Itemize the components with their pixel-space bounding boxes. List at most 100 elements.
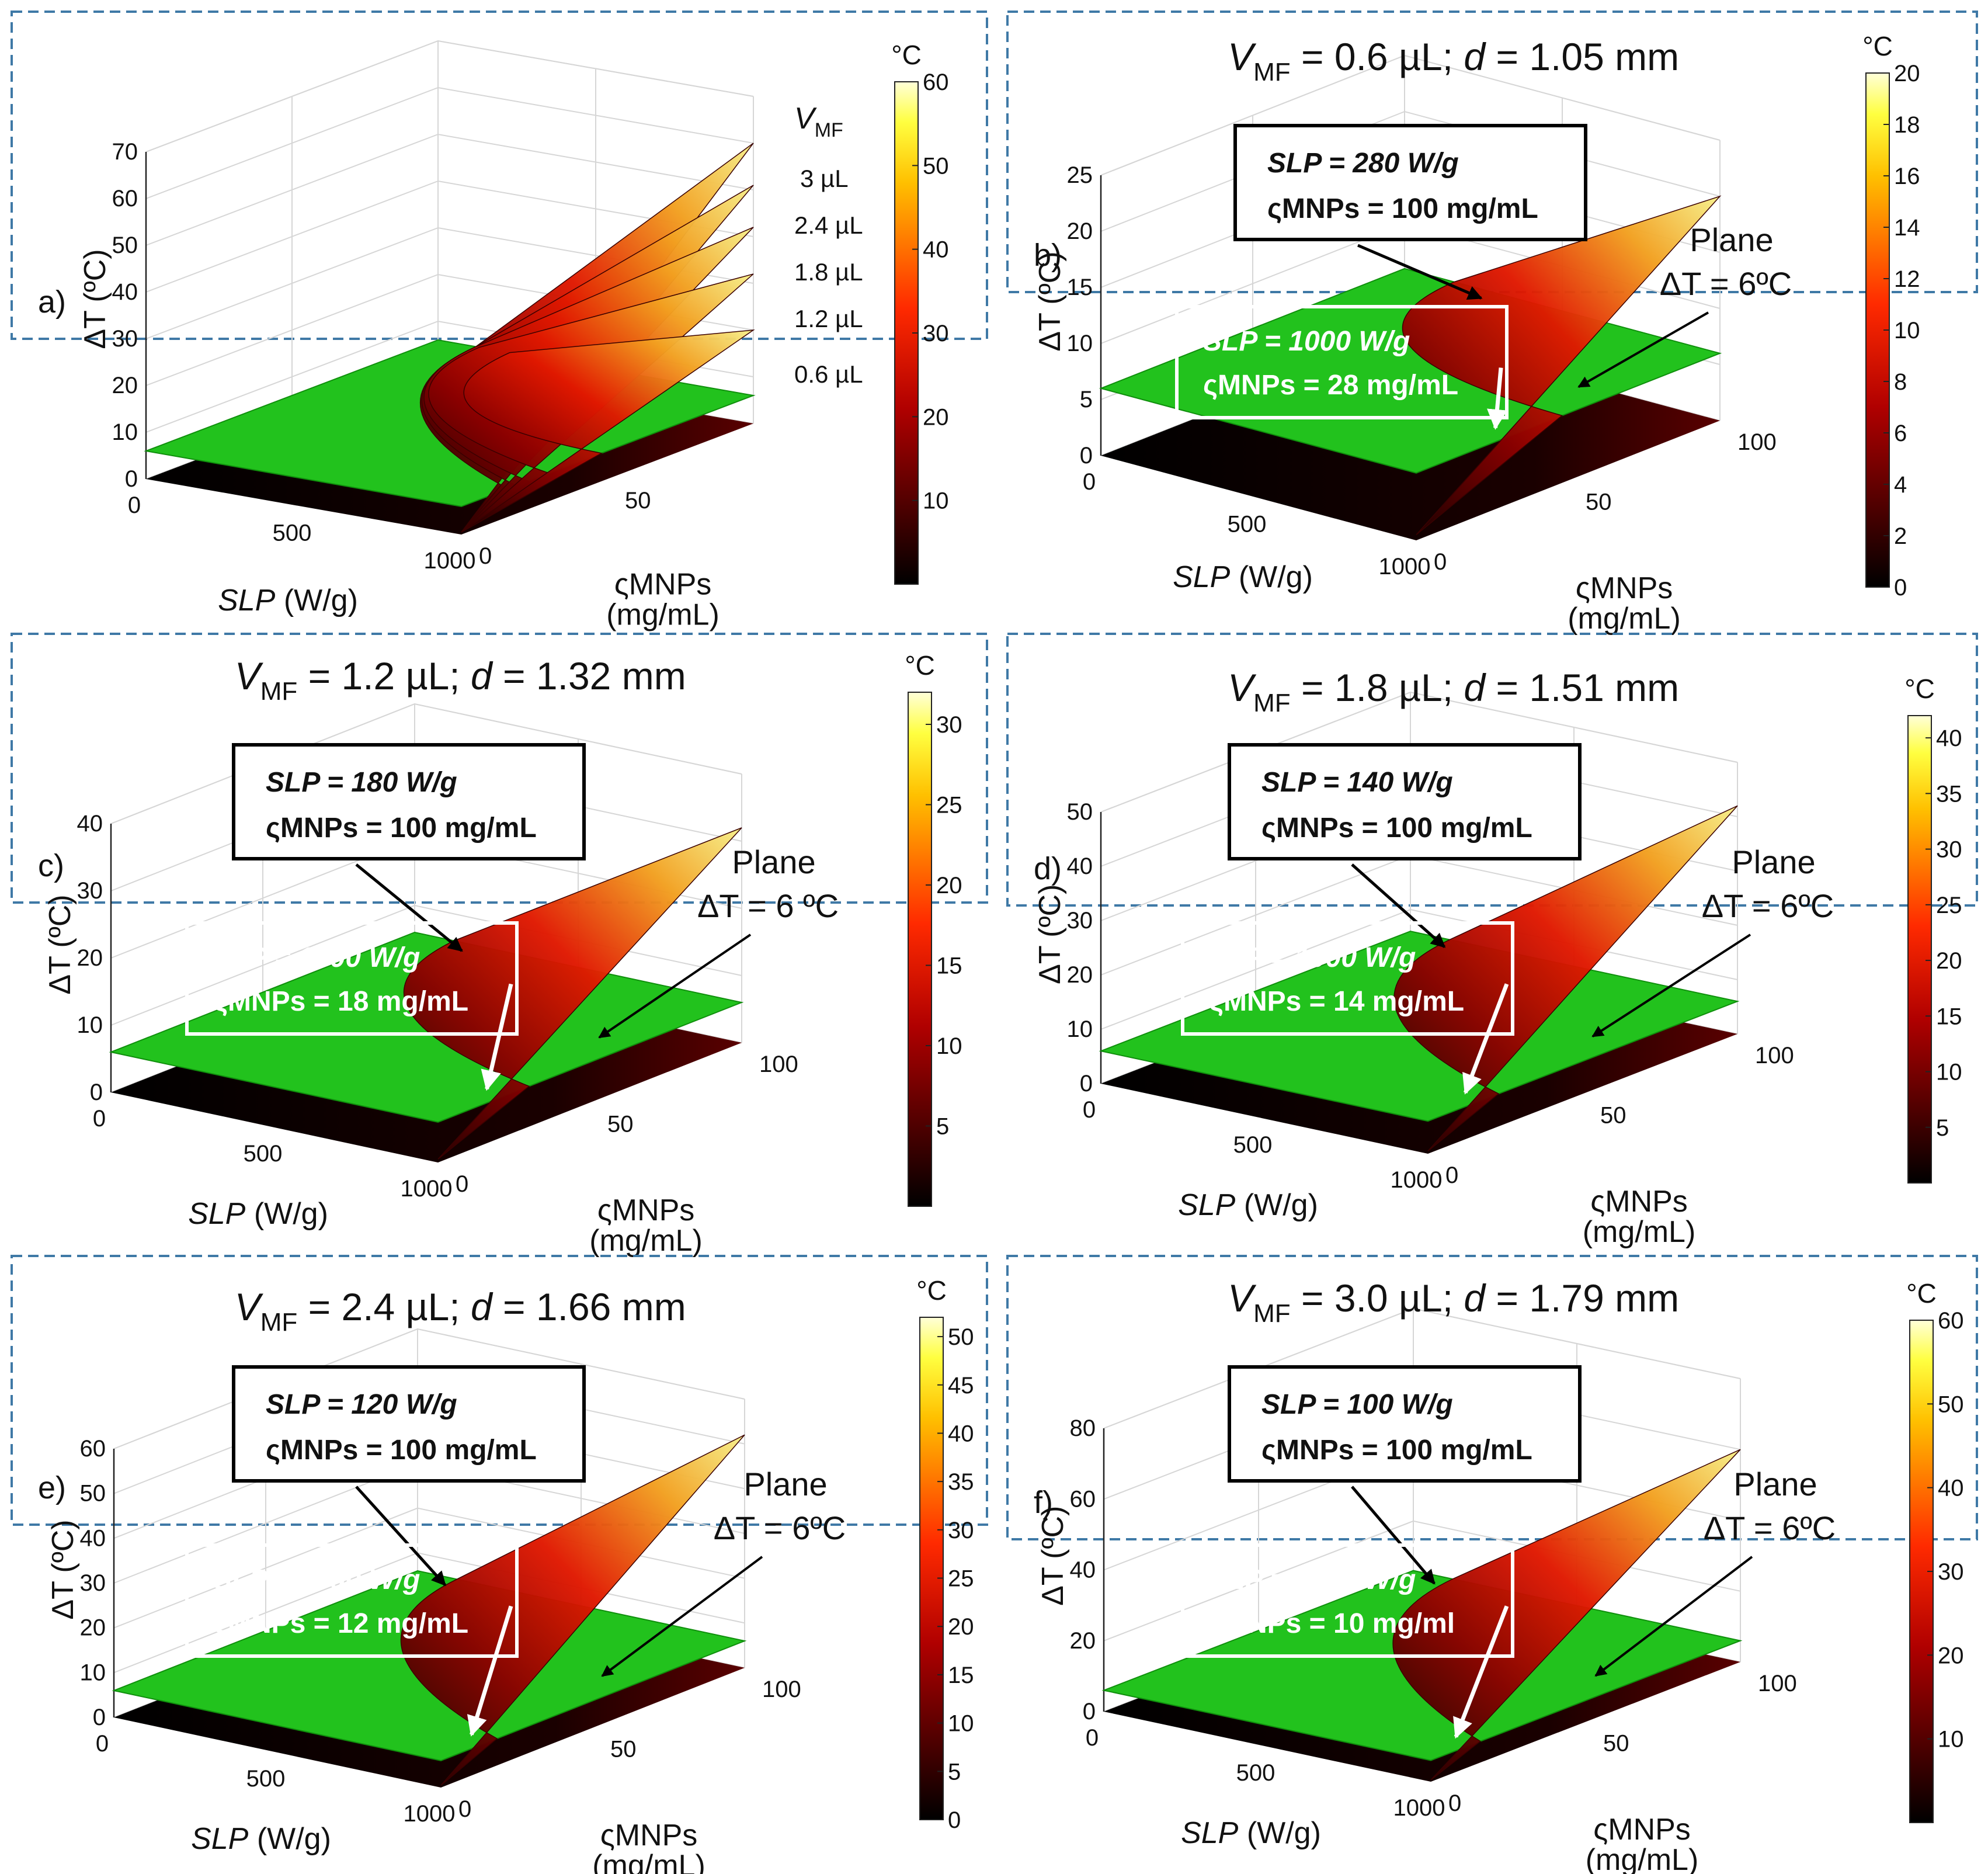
plane-label-value: ΔT = 6ºC xyxy=(1702,887,1834,924)
annotation-threshold-min-conc: SLP = 1000 W/g ςMNPs = 12 mg/mL xyxy=(185,1543,519,1737)
z-gridline xyxy=(1100,908,1738,1030)
panel-title: VMF = 0.6 µL; d = 1.05 mm xyxy=(1228,35,1679,86)
colorbar-gradient xyxy=(908,692,932,1207)
annotation-black-arrow xyxy=(355,863,463,952)
z-tick-label: 20 xyxy=(80,1615,106,1641)
colorbar-tick-label: 10 xyxy=(936,1033,962,1059)
annotation-white-arrow xyxy=(1487,367,1507,430)
colorbar-tick-label: 25 xyxy=(936,793,962,818)
annotation-box-white xyxy=(185,921,519,1036)
y-tick-label: 100 xyxy=(1758,1671,1797,1696)
z-tick-label: 40 xyxy=(80,1525,106,1551)
annotation-box-black xyxy=(1233,124,1587,241)
x-tick-label: 1000 xyxy=(401,1176,453,1202)
colorbar-tick-label: 20 xyxy=(923,404,949,430)
colorbar-tick-label: 40 xyxy=(923,237,949,263)
title-rest: = 1.8 µL; xyxy=(1291,666,1464,709)
colorbar-unit: °C xyxy=(1862,31,1893,61)
colorbar-unit: °C xyxy=(1906,1278,1937,1309)
colorbar-tick-label: 15 xyxy=(1936,1004,1962,1029)
title-rest: = 1.2 µL; xyxy=(297,654,471,697)
annotation-black-line1: SLP = 140 W/g xyxy=(1261,767,1453,798)
x-axis-label-unit: (W/g) xyxy=(245,1197,328,1231)
y-axis-label-unit: (mg/mL) xyxy=(589,1224,703,1258)
annotation-white-arrow xyxy=(467,1605,513,1737)
annotation-white-line1: SLP = 1000 W/g xyxy=(213,1564,420,1595)
annotation-white-line1: SLP = 1000 W/g xyxy=(1209,1564,1416,1595)
title-end: = 1.51 mm xyxy=(1485,666,1679,709)
colorbar-tick-label: 10 xyxy=(923,488,949,514)
vmf-label: 3 µL xyxy=(800,165,849,192)
colorbar-unit: °C xyxy=(891,40,922,70)
annotation-white-line1: SLP = 1000 W/g xyxy=(213,942,420,973)
z-tick-label: 20 xyxy=(112,373,138,398)
z-tick-label: 50 xyxy=(1067,799,1093,825)
colorbar-tick-label: 5 xyxy=(948,1759,961,1785)
title-rest: = 2.4 µL; xyxy=(297,1285,471,1328)
z-tick-label: 40 xyxy=(77,811,103,837)
annotation-threshold-min-slp: SLP = 180 W/g ςMNPs = 100 mg/mL xyxy=(232,743,586,952)
z-tick-label: 30 xyxy=(77,878,103,904)
annotation-box-black xyxy=(1228,1365,1582,1483)
annotation-white-arrow xyxy=(481,983,513,1091)
annotation-black-line1: SLP = 100 W/g xyxy=(1261,1389,1453,1420)
z-tick-label: 40 xyxy=(112,279,138,305)
z-tick-label: 50 xyxy=(80,1481,106,1507)
title-sub: MF xyxy=(1253,689,1291,717)
z-tick-label: 0 xyxy=(90,1080,103,1105)
x-axis-label-symbol: SLP xyxy=(1173,560,1231,594)
colorbar-tick-label: 15 xyxy=(936,953,962,979)
x-axis-label-symbol: SLP xyxy=(191,1822,249,1856)
title-d: d xyxy=(1464,1276,1486,1320)
x-tick-label: 0 xyxy=(128,492,141,518)
annotation-threshold-min-slp: SLP = 120 W/g ςMNPs = 100 mg/mL xyxy=(232,1365,586,1587)
colorbar-tick-label: 30 xyxy=(1938,1559,1964,1585)
panel-border xyxy=(1006,633,1978,907)
y-tick-label: 0 xyxy=(456,1171,468,1197)
colorbar-tick-label: 2 xyxy=(1894,523,1907,549)
plane-label-value: ΔT = 6ºC xyxy=(1660,265,1792,302)
annotation-black-line1: SLP = 180 W/g xyxy=(266,767,457,798)
colorbar-tick-label: 14 xyxy=(1894,215,1920,241)
annotation-box-white xyxy=(185,1543,519,1658)
x-tick-label: 1000 xyxy=(1379,554,1431,579)
colorbar-tick-label: 6 xyxy=(1894,421,1907,446)
colorbar-tick-label: 18 xyxy=(1894,112,1920,138)
annotation-threshold-min-conc: SLP = 1000 W/g ςMNPs = 28 mg/mL xyxy=(1175,305,1509,430)
annotation-threshold-min-slp: SLP = 280 W/g ςMNPs = 100 mg/mL xyxy=(1233,124,1587,300)
y-axis-label-unit: (mg/mL) xyxy=(592,1849,705,1874)
y-tick-label: 0 xyxy=(1434,549,1447,575)
x-tick-label: 500 xyxy=(1228,512,1267,537)
title-sub: MF xyxy=(260,677,298,706)
colorbar-unit: °C xyxy=(1904,674,1935,704)
colorbar-tick-label: 10 xyxy=(1938,1727,1964,1752)
colorbar-tick-label: 5 xyxy=(1936,1115,1949,1141)
panel-letter: f) xyxy=(1034,1485,1053,1520)
colorbar-tick-label: 60 xyxy=(923,70,949,95)
z-tick-label: 20 xyxy=(1067,218,1093,244)
z-gridline xyxy=(145,133,754,246)
colorbar-tick-label: 30 xyxy=(1936,837,1962,863)
panel-letter: c) xyxy=(38,848,64,883)
colorbar-tick-label: 50 xyxy=(923,153,949,179)
y-tick-label: 50 xyxy=(625,488,651,513)
title-v: V xyxy=(1228,35,1257,78)
title-d: d xyxy=(1464,666,1486,709)
annotation-box-white xyxy=(1175,305,1509,419)
title-d: d xyxy=(471,1285,493,1328)
vmf-label: 2.4 µL xyxy=(794,211,863,239)
z-tick-label: 25 xyxy=(1067,162,1093,188)
colorbar-tick-label: 16 xyxy=(1894,164,1920,189)
title-sub: MF xyxy=(1253,1299,1291,1328)
annotation-white-line1: SLP = 1000 W/g xyxy=(1203,326,1410,357)
colorbar-tick-label: 50 xyxy=(1938,1391,1964,1417)
annotation-black-arrow xyxy=(1351,1486,1436,1585)
title-end: = 1.32 mm xyxy=(492,654,686,697)
colorbar-tick-label: 25 xyxy=(948,1566,974,1592)
annotation-white-line2: ςMNPs = 18 mg/mL xyxy=(213,986,468,1017)
